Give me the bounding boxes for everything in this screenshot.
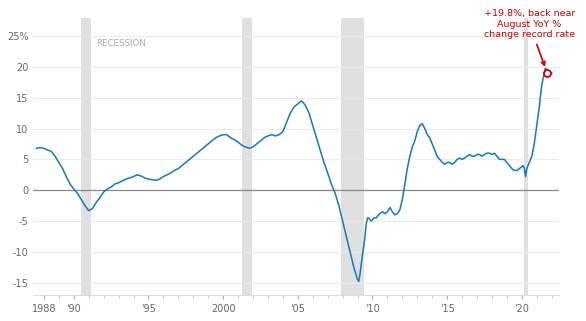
Bar: [524, 18, 528, 295]
Bar: [342, 18, 364, 295]
Bar: [81, 18, 91, 295]
Text: RECESSION: RECESSION: [96, 39, 146, 48]
Bar: [242, 18, 252, 295]
Text: +19.8%, back near
August YoY %
change record rate: +19.8%, back near August YoY % change re…: [483, 9, 575, 65]
